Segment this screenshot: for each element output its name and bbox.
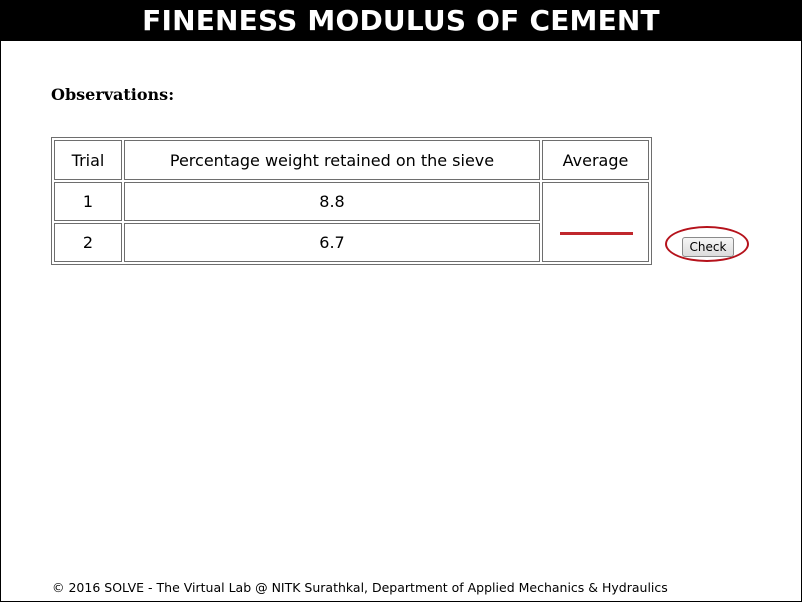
percentage-cell: 6.7	[124, 223, 540, 262]
trial-cell: 2	[54, 223, 122, 262]
observations-heading: Observations:	[51, 85, 175, 104]
average-input-underline	[560, 232, 633, 235]
header-percentage: Percentage weight retained on the sieve	[124, 140, 540, 180]
average-cell	[542, 182, 649, 262]
average-input[interactable]	[552, 204, 632, 224]
page-title: FINENESS MODULUS OF CEMENT	[1, 1, 801, 41]
table-row: 2 6.7	[54, 223, 649, 262]
header-average: Average	[542, 140, 649, 180]
percentage-cell: 8.8	[124, 182, 540, 221]
check-button-highlight	[665, 226, 749, 262]
observations-table: Trial Percentage weight retained on the …	[51, 137, 652, 265]
table-row: 1 8.8	[54, 182, 649, 262]
footer-copyright: © 2016 SOLVE - The Virtual Lab @ NITK Su…	[52, 580, 668, 595]
trial-cell: 1	[54, 182, 122, 221]
check-button[interactable]: Check	[682, 237, 734, 257]
header-trial: Trial	[54, 140, 122, 180]
table-header-row: Trial Percentage weight retained on the …	[54, 140, 649, 180]
